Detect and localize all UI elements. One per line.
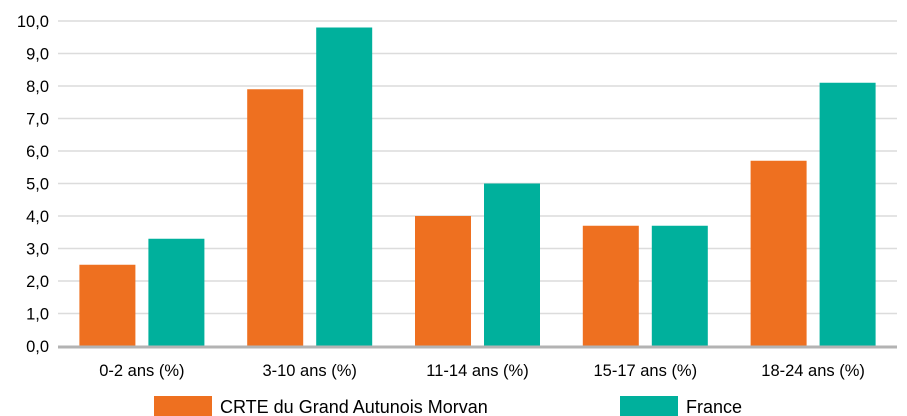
bar-france [316, 27, 373, 346]
bar-crte [750, 160, 807, 346]
y-tick-label: 5,0 [26, 176, 49, 194]
bar-crte [415, 216, 471, 346]
x-category-label: 0-2 ans (%) [99, 362, 184, 380]
legend-swatch [620, 396, 678, 416]
bar-france [819, 82, 876, 346]
x-category-label: 11-14 ans (%) [426, 362, 528, 380]
bars [79, 27, 876, 346]
y-tick-label: 0,0 [26, 338, 49, 356]
bar-france [148, 238, 205, 346]
bar-crte [79, 264, 136, 346]
y-tick-label: 1,0 [26, 306, 49, 324]
bar-france [484, 183, 540, 346]
legend-label: CRTE du Grand Autunois Morvan [220, 397, 488, 416]
x-category-label: 3-10 ans (%) [262, 362, 356, 380]
y-tick-label: 10,0 [17, 13, 49, 31]
y-tick-label: 6,0 [26, 143, 49, 161]
legend-swatch [154, 396, 212, 416]
y-tick-label: 3,0 [26, 241, 49, 259]
x-axis: 0-2 ans (%) 3-10 ans (%) 11-14 ans (%) 15-1… [99, 362, 865, 380]
x-category-label: 15-17 ans (%) [593, 362, 697, 380]
legend: CRTE du Grand Autunois Morvan France [154, 396, 742, 416]
y-axis: 0,0 1,0 2,0 3,0 4,0 5,0 6,0 7,0 8,0 9,0 10,0 [17, 13, 49, 356]
y-tick-label: 9,0 [26, 46, 49, 64]
bar-crte [247, 89, 304, 346]
legend-label: France [686, 397, 742, 416]
y-tick-label: 7,0 [26, 111, 49, 129]
y-tick-label: 4,0 [26, 208, 49, 226]
y-tick-label: 2,0 [26, 273, 49, 291]
bar-crte [582, 225, 639, 346]
x-category-label: 18-24 ans (%) [761, 362, 865, 380]
bar-france [651, 225, 708, 346]
y-tick-label: 8,0 [26, 78, 49, 96]
